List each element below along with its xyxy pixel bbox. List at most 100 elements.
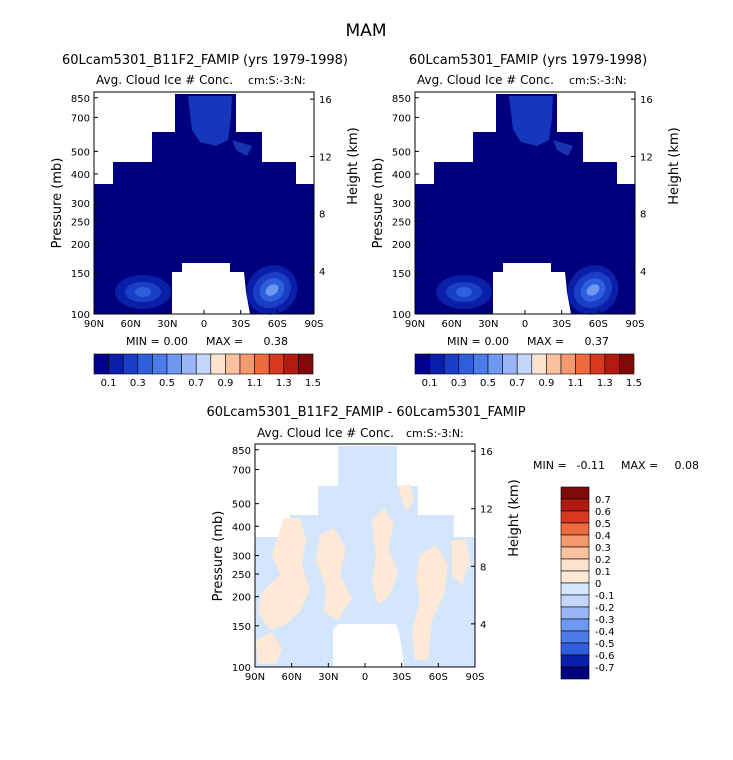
panel-1-field-hole — [172, 263, 250, 314]
panel-2-min-label: MIN = — [447, 335, 481, 348]
panel-3-y2-tick-label: 12 — [480, 505, 493, 516]
panel-1-y2-tick-label: 16 — [319, 95, 332, 106]
panel-3-x-tick-label: 60N — [282, 672, 302, 683]
panel-3-colorbar-label: -0.1 — [595, 591, 615, 602]
panel-3-colorbar-swatch — [560, 666, 590, 680]
panel-1-colorbar-label: 1.1 — [247, 378, 263, 389]
panel-2-title: 60Lcam5301_FAMIP (yrs 1979-1998) — [409, 53, 647, 68]
panel-3-colorbar-label: 0.6 — [595, 507, 611, 518]
panel-2-y-tick-label: 500 — [392, 147, 411, 158]
panel-1-x-tick-label: 90S — [304, 319, 323, 330]
panel-3-y-tick-label: 500 — [232, 500, 251, 511]
panel-1-colorbar-label: 0.3 — [130, 378, 146, 389]
panel-1-colorbar-swatch — [137, 353, 153, 375]
panel-1-x-tick-label: 90N — [84, 319, 104, 330]
panel-1-y2label: Height (km) — [346, 127, 361, 204]
panel-2-colorbar-label: 1.1 — [568, 378, 584, 389]
panel-3-colorbar-swatch — [560, 630, 590, 644]
panel-3-x-tick-label: 90N — [245, 672, 265, 683]
panel-1-colorbar: 0.1 0.3 0.5 0.7 0.9 1.1 1.3 1.5 — [93, 353, 321, 389]
panel-2-x-tick-label: 90N — [405, 319, 425, 330]
panel-3-colorbar-swatch — [560, 510, 590, 524]
panel-2-field-top-edge — [553, 140, 573, 156]
panel-3-min-label: MIN = — [533, 459, 567, 472]
panel-3-colorbar-label: 0.5 — [595, 519, 611, 530]
panel-2-x-ticks: 90N 60N 30N 0 30S 60S 90S — [405, 310, 645, 330]
panel-3-y2-tick-label: 16 — [480, 447, 493, 458]
panel-3-field-peach-4 — [398, 484, 414, 512]
panel-3-colorbar-swatch — [560, 570, 590, 584]
panel-3-y-tick-label: 150 — [232, 622, 251, 633]
panel-2-colorbar-swatch — [487, 353, 503, 375]
panel-2-y-tick-label: 300 — [392, 199, 411, 210]
panel-3-colorbar-swatch — [560, 654, 590, 668]
panel-1-colorbar-label: 0.5 — [159, 378, 175, 389]
panel-1-plot: 100 150 200 250 300 400 500 700 850 16 12 8 4 90N 60… — [71, 91, 332, 330]
panel-3-field-peach-6 — [452, 540, 470, 585]
panel-3-y2-tick-label: 4 — [480, 620, 486, 631]
panel-1-colorbar-swatch — [93, 353, 109, 375]
panel-3-colorbar-label: 0.4 — [595, 531, 611, 542]
panel-1-colorbar-swatch — [268, 353, 285, 375]
panel-1-colorbar-swatch — [283, 353, 299, 375]
panel-2-subtitle: Avg. Cloud Ice # Conc. — [417, 73, 554, 87]
panel-2-x-tick-label: 60S — [589, 319, 608, 330]
panel-2-x-tick-label: 90S — [625, 319, 644, 330]
panel-2-field-base — [415, 94, 635, 314]
panel-1-y2-ticks: 16 12 8 4 — [310, 95, 332, 278]
panel-3-colorbar-label: 0 — [595, 579, 601, 590]
panel-3-colorbar-swatch — [560, 642, 590, 656]
panel-2-colorbar-swatch — [414, 353, 430, 375]
panel-1-colorbar-swatch — [239, 353, 255, 375]
panel-2-colorbar-swatch — [443, 353, 460, 375]
panel-3-ylabel: Pressure (mb) — [211, 511, 226, 602]
panel-3-field — [255, 446, 475, 667]
panel-3-x-tick-label: 90S — [465, 672, 484, 683]
panel-2-colorbar-swatch — [502, 353, 518, 375]
panel-1-x-tick-label: 30N — [157, 319, 177, 330]
panel-2-y-ticks: 100 150 200 250 300 400 500 700 850 — [392, 94, 419, 321]
panel-3-y-tick-label: 850 — [232, 446, 251, 457]
panel-3-y2label: Height (km) — [507, 479, 522, 556]
panel-3-y-tick-label: 300 — [232, 552, 251, 563]
panel-1-x-tick-label: 30S — [231, 319, 250, 330]
panel-3-y-tick-label: 100 — [232, 663, 251, 674]
panel-2-colorbar-swatch — [458, 353, 474, 375]
panel-2-colorbar-swatch — [429, 353, 445, 375]
panel-1-min-label: MIN = — [126, 335, 160, 348]
panel-3-colorbar-swatch — [560, 486, 590, 500]
panel-1-x-tick-label: 0 — [201, 319, 207, 330]
panel-2-colorbar-swatch — [546, 353, 562, 375]
panel-2-colorbar-label: 0.5 — [480, 378, 496, 389]
panel-1-title: 60Lcam5301_B11F2_FAMIP (yrs 1979-1998) — [62, 53, 348, 68]
panel-3-x-tick-label: 30S — [392, 672, 411, 683]
panel-3-title: 60Lcam5301_B11F2_FAMIP - 60Lcam5301_FAMI… — [206, 405, 525, 420]
panel-3-colorbar-label: 0.1 — [595, 567, 611, 578]
panel-1-y-tick-label: 200 — [71, 240, 90, 251]
panel-1-colorbar-swatch — [195, 353, 212, 375]
panel-1-y-tick-label: 500 — [71, 147, 90, 158]
panel-2-max-value: 0.37 — [585, 335, 610, 348]
panel-2-y2-tick-label: 4 — [640, 267, 646, 278]
panel-1-y-tick-label: 700 — [71, 113, 90, 124]
panel-3-colorbar-label: -0.6 — [595, 651, 615, 662]
panel-2-field-left-lobe-3 — [456, 287, 472, 297]
panel-3: 60Lcam5301_B11F2_FAMIP - 60Lcam5301_FAMI… — [206, 405, 699, 683]
panel-1-colorbar-swatch — [210, 353, 226, 375]
panel-3-min-value: -0.11 — [577, 459, 605, 472]
panel-3-field-peach-1 — [258, 518, 310, 630]
panel-3-plot: 100 150 200 250 300 400 500 700 850 16 12 8 4 90N 60… — [232, 443, 493, 683]
panel-3-x-tick-label: 30N — [318, 672, 338, 683]
panel-1-colorbar-label: 0.7 — [188, 378, 204, 389]
panel-3-y-tick-label: 700 — [232, 466, 251, 477]
panel-1-y-tick-label: 850 — [71, 94, 90, 105]
panel-2-colorbar-swatch — [531, 353, 547, 375]
panel-2-y2label: Height (km) — [667, 127, 682, 204]
panel-1-ylabel: Pressure (mb) — [50, 158, 65, 249]
panel-2-min-value: 0.00 — [485, 335, 510, 348]
panel-1-colorbar-swatch — [166, 353, 182, 375]
panel-1-colorbar-swatch — [225, 353, 241, 375]
panel-3-colorbar-swatch — [560, 534, 590, 548]
panel-2-field-top-core — [509, 96, 553, 146]
